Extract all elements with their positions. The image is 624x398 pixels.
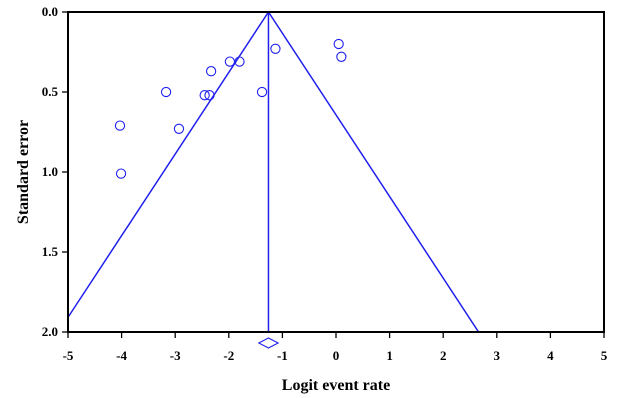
- x-tick-label: -1: [277, 348, 288, 363]
- plot-frame: [67, 11, 605, 333]
- x-tick-label: 0: [333, 348, 340, 363]
- axis-ticks: -5 -4 -3 -2 -1 0 1 2 3 4 5 0.0 0.5 1.0 1.5 2.0: [42, 4, 608, 363]
- data-point-12: [333, 38, 344, 50]
- x-tick-label: 3: [494, 348, 501, 363]
- data-point-1: [114, 120, 126, 131]
- x-tick-label: 5: [601, 348, 608, 363]
- data-point-7: [205, 66, 217, 77]
- data-point-4: [173, 123, 185, 134]
- y-tick-label: 0.0: [42, 4, 58, 19]
- data-point-3: [160, 86, 172, 98]
- x-tick-label: -3: [170, 348, 181, 363]
- data-point-13: [336, 51, 347, 62]
- data-point-8: [224, 56, 236, 67]
- x-tick-label: 2: [440, 348, 447, 363]
- x-axis-title: Logit event rate: [282, 377, 390, 394]
- plot-marks: [68, 12, 480, 349]
- y-tick-label: 2.0: [42, 324, 58, 339]
- data-point-10: [256, 86, 268, 98]
- x-tick-label: -4: [116, 348, 127, 363]
- y-axis-title: Standard error: [15, 120, 32, 224]
- funnel-left-line: [68, 12, 270, 319]
- summary-diamond: [257, 337, 280, 349]
- x-tick-label: -5: [63, 348, 74, 363]
- data-point-9: [234, 56, 245, 67]
- y-tick-label: 1.0: [42, 164, 58, 179]
- data-point-2: [115, 168, 127, 179]
- y-tick-label: 0.5: [42, 84, 59, 99]
- x-tick-label: -2: [223, 348, 234, 363]
- data-point-6: [204, 90, 215, 101]
- data-point-11: [270, 43, 281, 54]
- data-point-5: [199, 90, 210, 101]
- y-tick-label: 1.5: [42, 244, 59, 259]
- funnel-lines: [68, 12, 480, 332]
- x-tick-label: 1: [386, 348, 393, 363]
- funnel-right-line: [267, 12, 480, 332]
- x-tick-label: 4: [547, 348, 554, 363]
